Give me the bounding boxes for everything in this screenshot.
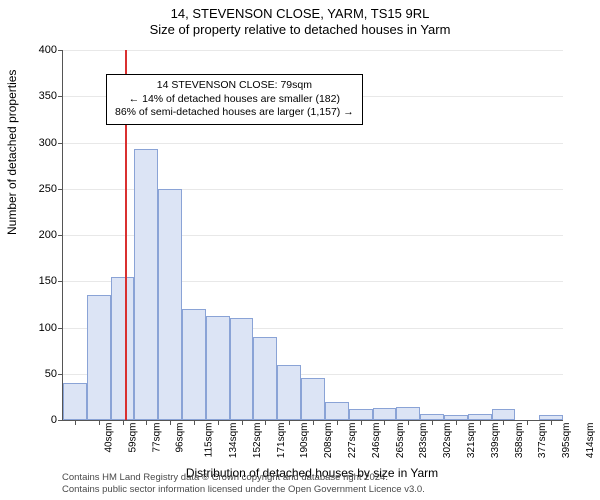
x-tick-label: 77sqm (151, 423, 162, 453)
y-tick-mark (58, 281, 63, 282)
y-tick-label: 300 (25, 137, 57, 149)
histogram-bar (134, 149, 158, 420)
x-tick-mark (194, 420, 195, 425)
y-gridline (63, 143, 563, 144)
y-tick-label: 400 (25, 44, 57, 56)
histogram-bar (396, 407, 420, 420)
histogram-bar (158, 189, 182, 420)
x-tick-label: 190sqm (299, 423, 310, 459)
histogram-bar (301, 378, 325, 420)
x-tick-mark (265, 420, 266, 425)
x-tick-mark (99, 420, 100, 425)
x-tick-mark (408, 420, 409, 425)
x-tick-label: 377sqm (538, 423, 549, 459)
y-gridline (63, 50, 563, 51)
histogram-bar (373, 408, 397, 420)
x-tick-label: 395sqm (561, 423, 572, 459)
x-tick-mark (432, 420, 433, 425)
y-tick-mark (58, 235, 63, 236)
x-tick-mark (384, 420, 385, 425)
page-subtitle: Size of property relative to detached ho… (0, 22, 600, 37)
x-tick-label: 358sqm (514, 423, 525, 459)
histogram-bar (277, 365, 301, 421)
histogram-bar (87, 295, 111, 420)
y-tick-label: 250 (25, 183, 57, 195)
histogram-bar (111, 277, 135, 420)
y-tick-mark (58, 96, 63, 97)
histogram-bar (63, 383, 87, 420)
x-tick-label: 208sqm (323, 423, 334, 459)
x-tick-label: 246sqm (371, 423, 382, 459)
x-tick-mark (123, 420, 124, 425)
x-tick-mark (361, 420, 362, 425)
y-tick-mark (58, 328, 63, 329)
x-tick-mark (313, 420, 314, 425)
x-tick-label: 171sqm (276, 423, 287, 459)
x-tick-mark (146, 420, 147, 425)
y-tick-mark (58, 50, 63, 51)
x-tick-label: 414sqm (585, 423, 596, 459)
y-tick-label: 50 (25, 368, 57, 380)
y-tick-label: 200 (25, 229, 57, 241)
x-tick-mark (551, 420, 552, 425)
x-tick-label: 321sqm (466, 423, 477, 459)
histogram-bar (253, 337, 277, 420)
annotation-line-2: ← 14% of detached houses are smaller (18… (115, 93, 354, 107)
histogram-bar (206, 316, 230, 420)
x-tick-mark (75, 420, 76, 425)
x-tick-label: 227sqm (347, 423, 358, 459)
x-tick-mark (218, 420, 219, 425)
x-tick-mark (480, 420, 481, 425)
histogram-bar (492, 409, 516, 420)
y-tick-mark (58, 189, 63, 190)
x-tick-label: 152sqm (252, 423, 263, 459)
page-title: 14, STEVENSON CLOSE, YARM, TS15 9RL (0, 6, 600, 21)
x-tick-mark (337, 420, 338, 425)
y-tick-label: 100 (25, 322, 57, 334)
x-tick-label: 265sqm (395, 423, 406, 459)
y-tick-mark (58, 420, 63, 421)
x-tick-label: 59sqm (127, 423, 138, 453)
x-tick-label: 115sqm (203, 423, 214, 458)
x-tick-mark (456, 420, 457, 425)
x-tick-label: 339sqm (490, 423, 501, 459)
y-tick-label: 0 (25, 414, 57, 426)
y-tick-label: 150 (25, 275, 57, 287)
x-tick-mark (170, 420, 171, 425)
footer-line-1: Contains HM Land Registry data © Crown c… (62, 472, 562, 484)
x-tick-label: 283sqm (419, 423, 430, 459)
chart-container: 05010015020025030035040040sqm59sqm77sqm9… (62, 50, 562, 420)
x-tick-label: 96sqm (175, 423, 186, 453)
x-tick-mark (289, 420, 290, 425)
annotation-line-3: 86% of semi-detached houses are larger (… (115, 106, 354, 120)
footer-attribution: Contains HM Land Registry data © Crown c… (62, 472, 562, 496)
y-tick-mark (58, 374, 63, 375)
footer-line-2: Contains public sector information licen… (62, 484, 562, 496)
y-tick-label: 350 (25, 90, 57, 102)
y-tick-mark (58, 143, 63, 144)
chart-annotation: 14 STEVENSON CLOSE: 79sqm ← 14% of detac… (106, 74, 363, 125)
x-tick-label: 134sqm (228, 423, 239, 459)
histogram-bar (182, 309, 206, 420)
x-tick-mark (242, 420, 243, 425)
annotation-line-1: 14 STEVENSON CLOSE: 79sqm (115, 79, 354, 93)
y-axis-label: Number of detached properties (5, 70, 19, 235)
histogram-bar (325, 402, 349, 421)
histogram-bar (230, 318, 254, 420)
x-tick-label: 40sqm (103, 423, 114, 453)
x-tick-label: 302sqm (442, 423, 453, 459)
x-tick-mark (503, 420, 504, 425)
x-tick-mark (527, 420, 528, 425)
histogram-bar (349, 409, 373, 420)
